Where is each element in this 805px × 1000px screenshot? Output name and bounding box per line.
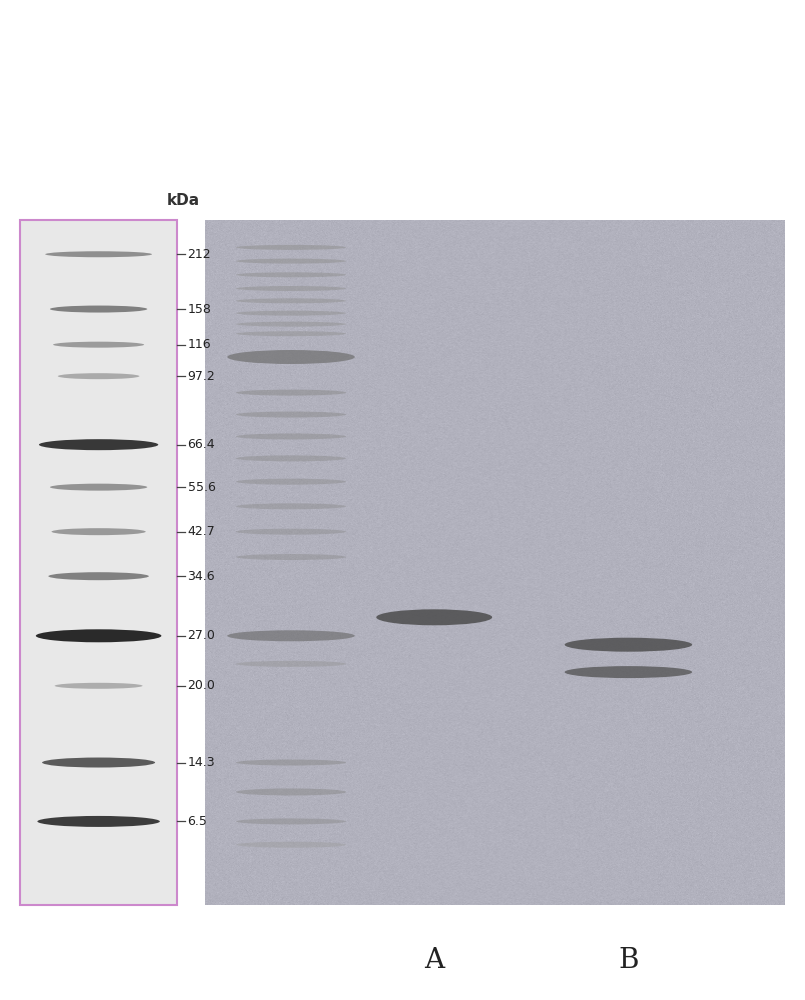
Ellipse shape [236, 479, 346, 485]
Text: 158: 158 [188, 303, 212, 316]
Ellipse shape [236, 311, 346, 316]
Ellipse shape [236, 661, 346, 667]
Text: 6.5: 6.5 [188, 815, 208, 828]
Text: 34.6: 34.6 [188, 570, 215, 583]
Ellipse shape [42, 758, 155, 768]
Ellipse shape [50, 306, 147, 313]
Text: kDa: kDa [167, 193, 200, 208]
Ellipse shape [227, 630, 355, 641]
Text: 42.7: 42.7 [188, 525, 215, 538]
Ellipse shape [236, 390, 346, 396]
Ellipse shape [53, 342, 144, 348]
Ellipse shape [236, 529, 346, 535]
Ellipse shape [35, 629, 161, 642]
Ellipse shape [52, 528, 146, 535]
Ellipse shape [236, 554, 346, 560]
Ellipse shape [236, 259, 346, 264]
Text: 212: 212 [188, 248, 211, 261]
Ellipse shape [236, 433, 346, 439]
Ellipse shape [236, 286, 346, 291]
Text: 20.0: 20.0 [188, 679, 216, 692]
Ellipse shape [236, 322, 346, 327]
Text: 66.4: 66.4 [188, 438, 215, 451]
Ellipse shape [236, 503, 346, 509]
Ellipse shape [37, 816, 160, 827]
Ellipse shape [236, 245, 346, 250]
Ellipse shape [236, 818, 346, 824]
Ellipse shape [376, 609, 492, 625]
Ellipse shape [50, 484, 147, 491]
Text: 55.6: 55.6 [188, 481, 216, 494]
Text: B: B [618, 946, 638, 974]
Ellipse shape [48, 572, 149, 580]
Text: A: A [424, 946, 444, 974]
Ellipse shape [55, 683, 142, 689]
Ellipse shape [236, 272, 346, 277]
Ellipse shape [58, 373, 139, 379]
Ellipse shape [236, 842, 346, 848]
Ellipse shape [236, 412, 346, 418]
Text: 97.2: 97.2 [188, 370, 215, 383]
Ellipse shape [45, 251, 152, 257]
Ellipse shape [39, 439, 159, 450]
Text: 27.0: 27.0 [188, 629, 216, 642]
Ellipse shape [236, 760, 346, 766]
Ellipse shape [236, 298, 346, 303]
Ellipse shape [564, 666, 692, 678]
Ellipse shape [564, 638, 692, 652]
Ellipse shape [227, 350, 355, 364]
Ellipse shape [236, 455, 346, 461]
FancyBboxPatch shape [20, 220, 177, 905]
Text: 14.3: 14.3 [188, 756, 215, 769]
Ellipse shape [236, 331, 346, 336]
Ellipse shape [236, 788, 346, 795]
Text: 116: 116 [188, 338, 211, 351]
